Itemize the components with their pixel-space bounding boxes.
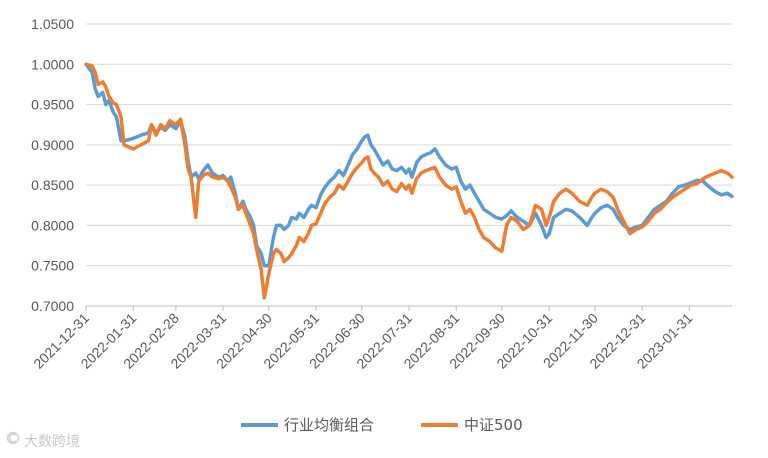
y-tick-label: 0.7500 xyxy=(31,258,74,274)
y-tick-label: 0.8500 xyxy=(31,177,74,193)
y-axis: 0.7000 0.7500 0.8000 0.8500 0.9000 0.9500 1.00… xyxy=(31,16,74,314)
legend: 行业均衡组合 中证500 xyxy=(241,416,523,434)
y-tick-label: 0.7000 xyxy=(31,298,74,314)
watermark-text: 大数跨境 xyxy=(24,434,80,450)
legend-label-2: 中证500 xyxy=(464,416,523,434)
series-line-1 xyxy=(84,62,734,268)
series-line-2 xyxy=(84,62,734,300)
gridlines xyxy=(86,23,732,307)
y-tick-label: 1.0000 xyxy=(31,56,74,72)
y-tick-label: 1.0500 xyxy=(31,16,74,32)
y-tick-label: 0.9500 xyxy=(31,97,74,113)
brand-logo-icon xyxy=(6,431,20,445)
y-tick-label: 0.8000 xyxy=(31,217,74,233)
x-axis: 2021-12-312022-01-312022-02-282022-03-31… xyxy=(30,305,732,372)
watermark: 大数跨境 xyxy=(6,431,80,450)
series-lines xyxy=(84,62,734,300)
y-tick-label: 0.9000 xyxy=(31,137,74,153)
legend-label-1: 行业均衡组合 xyxy=(284,416,374,434)
